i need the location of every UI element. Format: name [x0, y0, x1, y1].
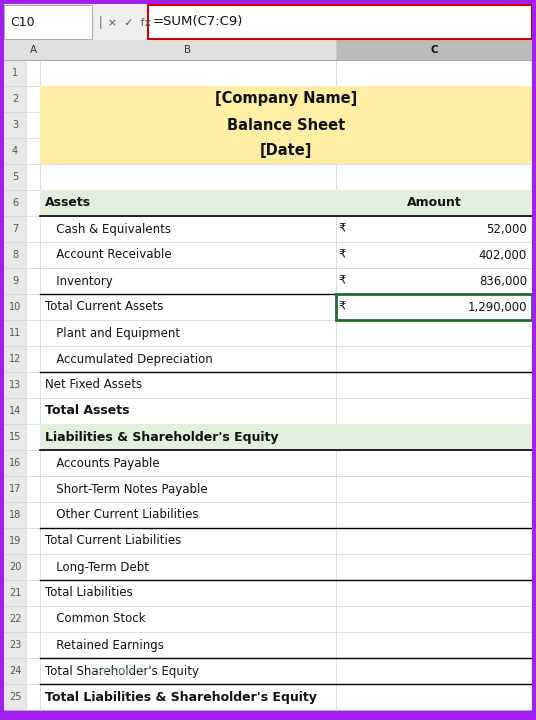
- Text: C10: C10: [10, 16, 35, 29]
- Bar: [26, 60, 40, 710]
- Bar: [40, 86, 532, 164]
- Text: [Company Name]: [Company Name]: [215, 91, 357, 107]
- Text: 2: 2: [12, 94, 18, 104]
- Text: Liabilities & Shareholder's Equity: Liabilities & Shareholder's Equity: [45, 431, 279, 444]
- Text: 14: 14: [9, 406, 21, 416]
- Text: 402,000: 402,000: [479, 248, 527, 261]
- Text: 1,290,000: 1,290,000: [467, 300, 527, 313]
- Text: ₹: ₹: [338, 274, 346, 287]
- Text: 17: 17: [9, 484, 21, 494]
- Bar: [92, 4, 148, 40]
- Text: Other Current Liabilities: Other Current Liabilities: [45, 508, 198, 521]
- Text: ₹: ₹: [338, 300, 346, 313]
- Text: Total Current Liabilities: Total Current Liabilities: [45, 534, 181, 547]
- Text: Cash & Equivalents: Cash & Equivalents: [45, 222, 171, 235]
- Text: ₹: ₹: [338, 222, 346, 235]
- Bar: [26, 40, 40, 60]
- Text: 16: 16: [9, 458, 21, 468]
- Bar: [4, 40, 26, 60]
- Text: [Date]: [Date]: [260, 143, 312, 158]
- Bar: [148, 5, 532, 39]
- Text: 19: 19: [9, 536, 21, 546]
- Bar: [336, 40, 532, 60]
- Text: 3: 3: [12, 120, 18, 130]
- Text: =SUM(C7:C9): =SUM(C7:C9): [153, 16, 243, 29]
- Text: Total Liabilities: Total Liabilities: [45, 587, 133, 600]
- Bar: [4, 4, 532, 40]
- Text: 7: 7: [12, 224, 18, 234]
- Text: 24: 24: [9, 666, 21, 676]
- Text: 13: 13: [9, 380, 21, 390]
- Text: 10: 10: [9, 302, 21, 312]
- Text: Common Stock: Common Stock: [45, 613, 145, 626]
- Text: Inventory: Inventory: [45, 274, 113, 287]
- Text: Total Assets: Total Assets: [45, 405, 130, 418]
- Text: 836,000: 836,000: [479, 274, 527, 287]
- Text: 9: 9: [12, 276, 18, 286]
- Text: Account Receivable: Account Receivable: [45, 248, 172, 261]
- Text: 5: 5: [12, 172, 18, 182]
- Text: Total Shareholder's Equity: Total Shareholder's Equity: [45, 665, 199, 678]
- Bar: [4, 60, 26, 710]
- Text: 11: 11: [9, 328, 21, 338]
- Text: exceldemy: exceldemy: [92, 666, 148, 676]
- Text: 21: 21: [9, 588, 21, 598]
- Text: 15: 15: [9, 432, 21, 442]
- Bar: [40, 190, 532, 216]
- Bar: [40, 424, 532, 450]
- Text: 22: 22: [9, 614, 21, 624]
- Text: Plant and Equipment: Plant and Equipment: [45, 326, 180, 340]
- Text: Assets: Assets: [45, 197, 91, 210]
- Text: │ ×  ✓  fx: │ × ✓ fx: [94, 15, 151, 29]
- Text: Short-Term Notes Payable: Short-Term Notes Payable: [45, 482, 207, 495]
- Text: C: C: [430, 45, 438, 55]
- Bar: [40, 40, 336, 60]
- Text: 4: 4: [12, 146, 18, 156]
- Text: 52,000: 52,000: [486, 222, 527, 235]
- Text: 25: 25: [9, 692, 21, 702]
- Text: Long-Term Debt: Long-Term Debt: [45, 560, 149, 574]
- Text: ₹: ₹: [338, 248, 346, 261]
- Text: 6: 6: [12, 198, 18, 208]
- Text: Retained Earnings: Retained Earnings: [45, 639, 164, 652]
- Bar: [336, 294, 532, 320]
- Text: Total Current Assets: Total Current Assets: [45, 300, 163, 313]
- Text: 12: 12: [9, 354, 21, 364]
- Bar: [4, 5, 92, 39]
- Text: Amount: Amount: [407, 197, 461, 210]
- Text: Net Fixed Assets: Net Fixed Assets: [45, 379, 142, 392]
- Text: B: B: [184, 45, 191, 55]
- Text: 20: 20: [9, 562, 21, 572]
- Text: 23: 23: [9, 640, 21, 650]
- Text: 18: 18: [9, 510, 21, 520]
- Text: Accumulated Depreciation: Accumulated Depreciation: [45, 353, 213, 366]
- Text: A: A: [29, 45, 36, 55]
- Text: Accounts Payable: Accounts Payable: [45, 456, 160, 469]
- Bar: [4, 40, 532, 60]
- Text: Total Liabilities & Shareholder's Equity: Total Liabilities & Shareholder's Equity: [45, 690, 317, 703]
- Text: 8: 8: [12, 250, 18, 260]
- Text: 1: 1: [12, 68, 18, 78]
- Text: Balance Sheet: Balance Sheet: [227, 117, 345, 132]
